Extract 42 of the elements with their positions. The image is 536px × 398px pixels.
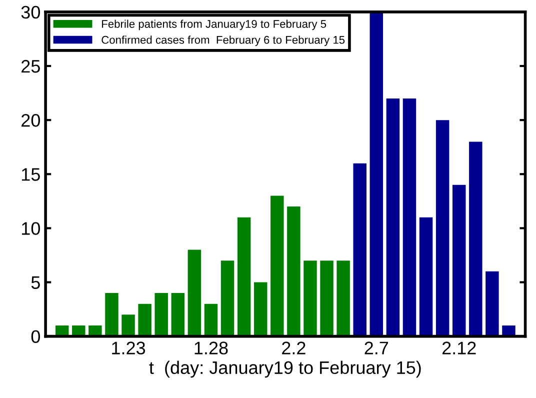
bar — [270, 196, 284, 336]
legend-label: Febrile patients from January19 to February 5 — [102, 20, 326, 30]
x-tick-label: 2.12 — [442, 342, 476, 354]
bar — [287, 206, 300, 336]
bar — [88, 326, 102, 336]
y-tick-label: 25 — [22, 60, 40, 73]
bar — [188, 250, 202, 336]
bar — [452, 184, 466, 336]
bar — [336, 260, 350, 336]
bar — [320, 260, 334, 336]
bar — [469, 142, 482, 336]
bar — [105, 293, 118, 336]
y-tick-label: 10 — [22, 222, 40, 235]
x-tick-label: 1.23 — [112, 342, 146, 354]
bar — [436, 120, 450, 336]
bar — [72, 326, 86, 336]
x-tick-label: 1.28 — [194, 342, 228, 354]
bar — [204, 304, 218, 336]
bar — [154, 293, 168, 336]
y-tick-label: 5 — [31, 276, 40, 289]
bar — [138, 304, 152, 336]
bar — [304, 260, 317, 336]
y-tick-label: 0 — [31, 330, 40, 344]
bar — [419, 217, 433, 336]
y-tick-label: 15 — [22, 168, 40, 181]
bar — [254, 282, 268, 336]
y-tick-label: 30 — [21, 6, 40, 19]
bar — [370, 12, 384, 336]
bar — [502, 326, 516, 336]
x-tick-label: 2.2 — [282, 342, 306, 354]
bar — [402, 98, 416, 336]
y-tick-label: 20 — [22, 114, 40, 127]
bar — [171, 293, 185, 336]
x-axis-title: t (day: January19 to February 15) — [149, 360, 421, 378]
bar — [486, 271, 499, 336]
bar — [122, 314, 135, 336]
bar — [237, 217, 251, 336]
legend-label: Confirmed cases from February 6 to February 15 — [102, 36, 345, 46]
bar — [220, 260, 234, 336]
x-tick-label: 2.7 — [364, 342, 388, 354]
bar — [353, 163, 366, 336]
bar — [386, 98, 400, 336]
